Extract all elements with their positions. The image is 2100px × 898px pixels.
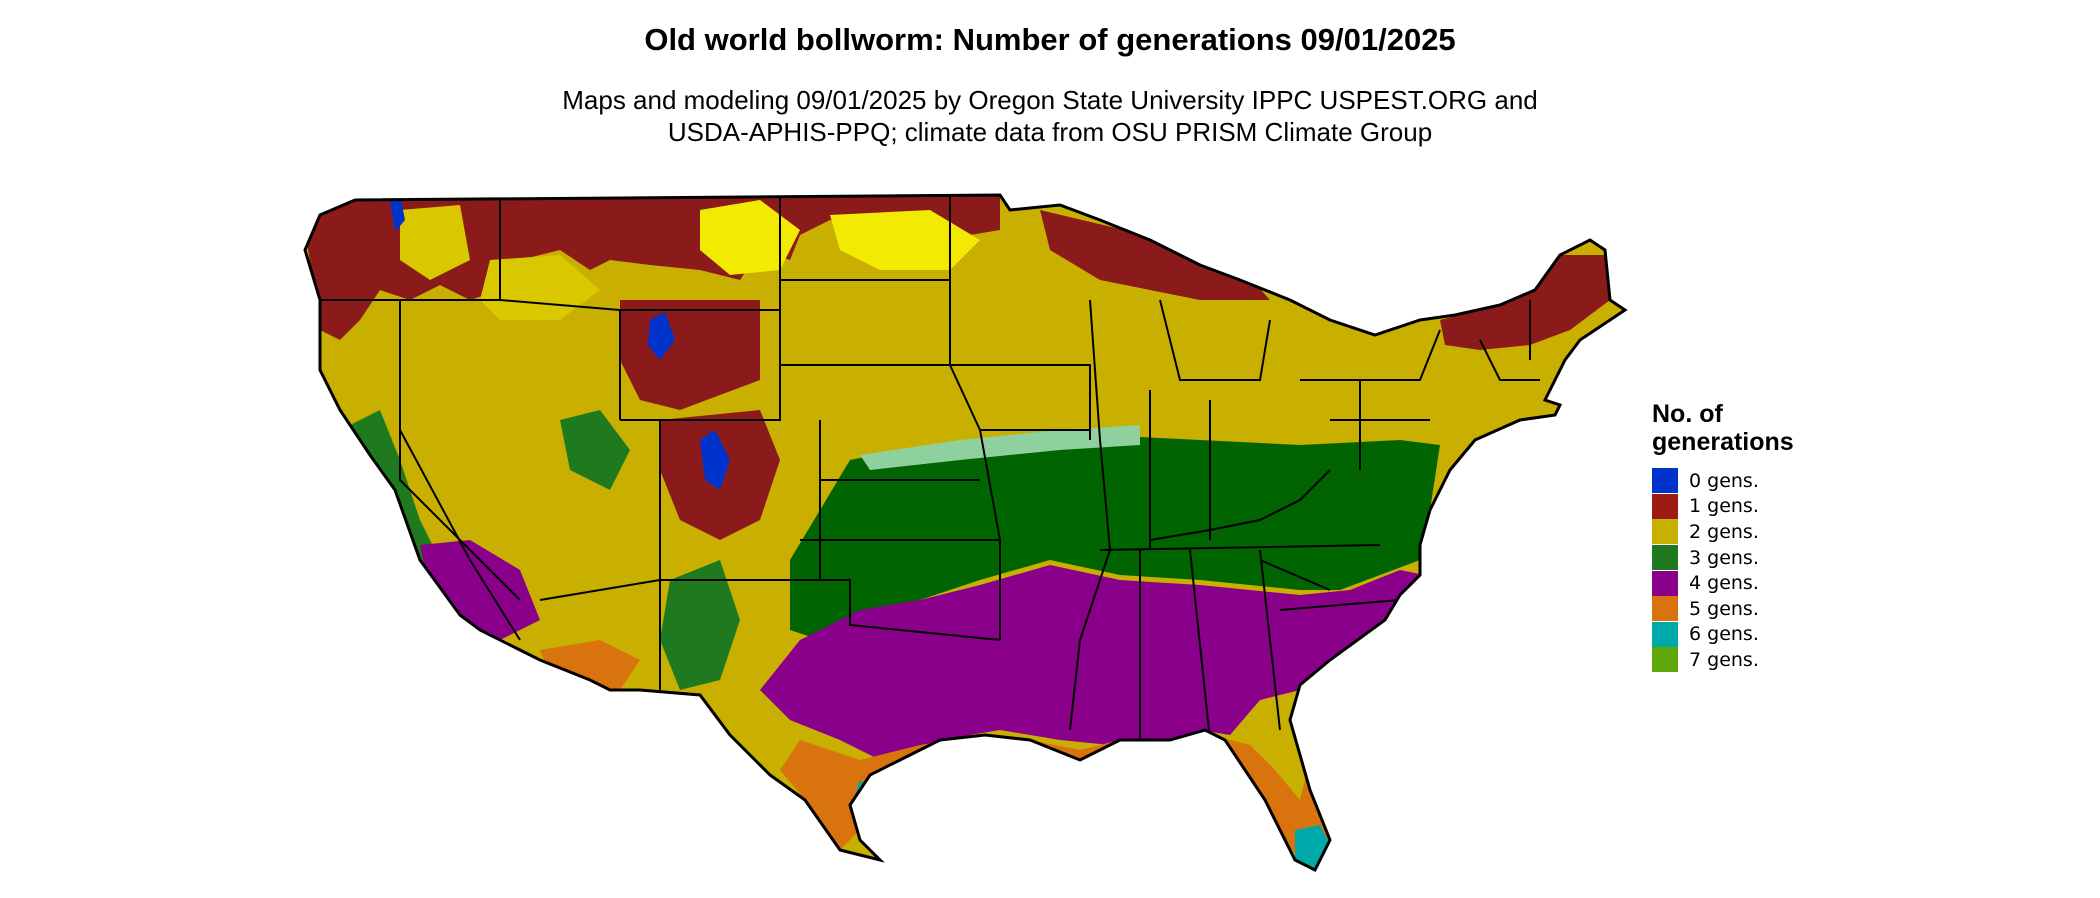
zone-fills	[305, 195, 1625, 870]
zone-3gens-nevada-strip	[560, 410, 630, 490]
border-new-england	[1479, 300, 1540, 381]
legend-swatch	[1652, 519, 1678, 545]
border-carolinas	[1259, 559, 1401, 611]
legend-item: 1 gens.	[1652, 493, 1852, 520]
legend-label: 7 gens.	[1689, 648, 1759, 671]
zone-0gens-rockies	[648, 312, 675, 360]
zone-0gens-colorado	[700, 430, 730, 490]
border-idaho-montana	[499, 195, 621, 420]
zone-3gens-central	[790, 435, 1440, 640]
zone-4gens-south	[760, 565, 1425, 760]
zone-1gens-northwest	[305, 195, 1000, 340]
legend-swatch	[1652, 493, 1678, 519]
legend-item: 0 gens.	[1652, 468, 1852, 494]
legend-title: No. of generations	[1652, 400, 1852, 456]
legend-label: 3 gens.	[1689, 546, 1759, 569]
map-subtitle: Maps and modeling 09/01/2025 by Oregon S…	[0, 84, 2100, 148]
legend-item: 4 gens.	[1652, 570, 1852, 596]
zone-1gens-new-england	[1440, 255, 1610, 350]
border-tennessee	[1099, 544, 1381, 551]
legend-item: 2 gens.	[1652, 519, 1852, 545]
legend-swatch	[1652, 545, 1678, 571]
zone-2gens-highlight-mn	[830, 210, 980, 270]
zone-3gens-new-mexico	[660, 560, 740, 690]
legend-swatch	[1652, 596, 1678, 622]
subtitle-line-2: USDA-APHIS-PPQ; climate data from OSU PR…	[667, 117, 1433, 147]
zone-0gens-cascades	[390, 195, 405, 232]
legend-label: 0 gens.	[1689, 469, 1759, 492]
legend-item: 6 gens.	[1652, 621, 1852, 648]
zone-1gens-great-lakes	[1040, 210, 1270, 300]
border-ohio-river	[1149, 469, 1331, 541]
legend-label: 2 gens.	[1689, 520, 1759, 543]
map-title: Old world bollworm: Number of generation…	[644, 22, 1456, 57]
legend-label: 5 gens.	[1689, 597, 1759, 620]
legend-swatch	[1652, 570, 1678, 596]
border-iowa-missouri	[950, 364, 1091, 440]
legend-item: 3 gens.	[1652, 545, 1852, 571]
legend-label: 1 gens.	[1689, 495, 1759, 518]
legend-title-line-2: generations	[1652, 428, 1794, 456]
zone-2gens-highlight-oregon	[400, 205, 470, 280]
border-michigan	[1159, 299, 1271, 381]
generations-map	[303, 193, 1627, 872]
legend-swatch	[1652, 468, 1678, 494]
border-arizona-new-mexico	[539, 579, 661, 690]
legend: No. of generations 0 gens. 1 gens. 2 gens.…	[1652, 400, 1852, 673]
border-southeast-verticals	[1139, 549, 1281, 741]
legend-title-line-1: No. of	[1652, 400, 1723, 428]
border-illinois-indiana	[1149, 390, 1211, 550]
zone-pale-green-edge	[860, 425, 1140, 470]
legend-items: 0 gens. 1 gens. 2 gens. 3 gens. 4 gens. 5 gen…	[1652, 468, 1852, 673]
legend-swatch	[1652, 647, 1678, 673]
legend-item: 7 gens.	[1652, 647, 1852, 673]
subtitle-line-1: Maps and modeling 09/01/2025 by Oregon S…	[562, 85, 1538, 115]
border-california	[399, 300, 521, 641]
legend-label: 4 gens.	[1689, 572, 1759, 595]
legend-item: 5 gens.	[1652, 596, 1852, 622]
zone-4gens-southwest	[420, 540, 540, 640]
zone-2gens-highlight-idaho	[480, 255, 600, 320]
border-northeast	[1300, 329, 1441, 470]
legend-swatch	[1652, 621, 1678, 647]
zone-2gens-highlight-dakota	[700, 200, 800, 275]
border-kansas-oklahoma	[800, 479, 1001, 640]
state-borders	[320, 195, 1540, 741]
border-oklahoma-texas	[800, 579, 1001, 641]
legend-label: 6 gens.	[1689, 623, 1759, 646]
